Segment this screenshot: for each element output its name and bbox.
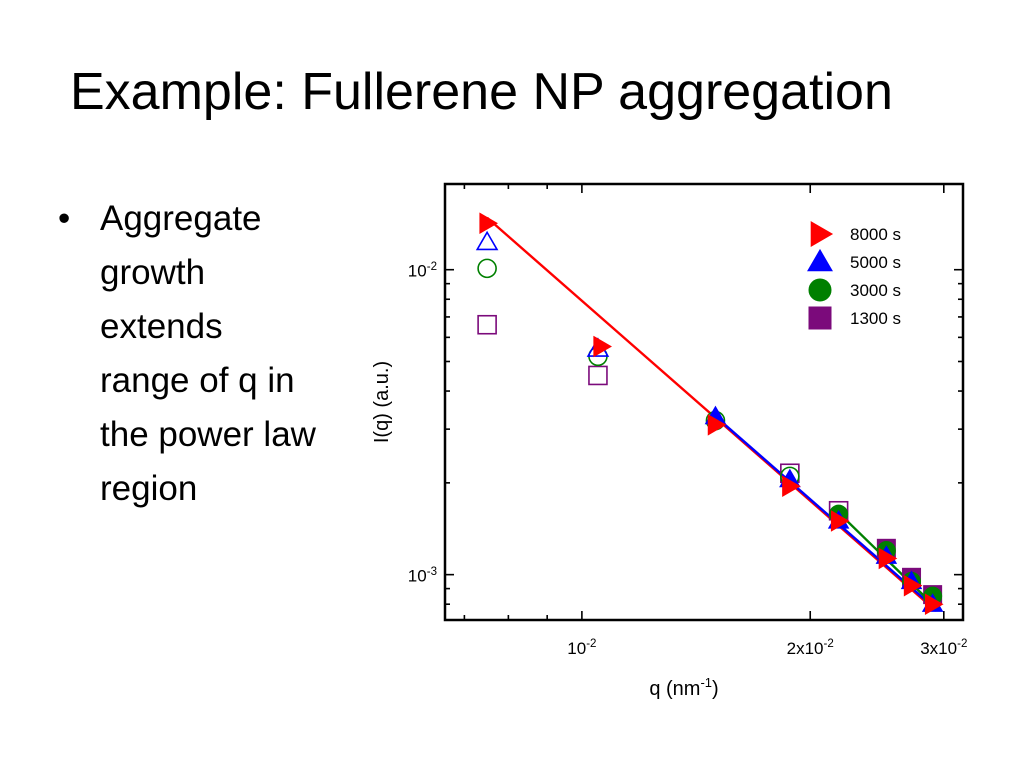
slide-title: Example: Fullerene NP aggregation <box>70 63 893 121</box>
legend-label-0: 8000 s <box>850 225 901 244</box>
x-tick-label-sup: -2 <box>957 638 967 650</box>
data-points <box>475 212 944 615</box>
data-point-0-5 <box>878 547 898 570</box>
x-tick-label-sup: -2 <box>586 638 596 650</box>
x-axis-label-sup: -1 <box>700 675 712 690</box>
data-point-0-2 <box>707 414 727 436</box>
plot-frame <box>443 182 965 622</box>
legend-marker-3 <box>808 306 832 330</box>
x-axis-label-end: ) <box>712 678 719 700</box>
x-axis-label: q (nm-1) <box>649 675 718 700</box>
fit-line-1 <box>710 411 937 611</box>
data-point-3-0 <box>477 314 497 335</box>
legend-label-2: 3000 s <box>850 281 901 300</box>
y-tick-label-sup: -3 <box>427 566 437 578</box>
x-tick-label: 10-2 <box>567 638 596 658</box>
legend-label-1: 5000 s <box>850 253 901 272</box>
data-point-0-3 <box>782 475 801 497</box>
bullet-list: • Aggregate growth extends range of q in… <box>58 192 318 516</box>
x-tick-label-base: 3x10 <box>920 639 957 658</box>
axis-labels: 10-210-310-2 2x10-2 3x10-2q (nm-1)I(q) (a.… <box>371 261 967 700</box>
x-axis-label-main: q (nm <box>649 678 700 700</box>
y-tick-label-base: 10 <box>408 567 427 586</box>
bullet-dot-icon: • <box>58 199 71 238</box>
data-point-1-0 <box>475 230 499 251</box>
bullet-text: Aggregate growth extends range of q in t… <box>100 199 316 508</box>
bullet-item: • Aggregate growth extends range of q in… <box>58 192 318 516</box>
x-tick-label-sup: -2 <box>824 638 834 650</box>
x-tick-label-base: 2x10 <box>787 639 824 658</box>
data-point-0-4 <box>830 510 850 532</box>
axis-ticks <box>445 184 963 620</box>
y-tick-label-base: 10 <box>408 262 427 281</box>
y-tick-label: 10-3 <box>408 566 437 586</box>
x-tick-label-base: 10 <box>567 639 586 658</box>
x-tick-label: 2x10-2 <box>787 638 834 658</box>
y-tick-label-sup: -2 <box>427 261 437 273</box>
data-point-2-0 <box>477 258 497 279</box>
legend-marker-0 <box>810 221 834 247</box>
data-point-0-7 <box>924 593 944 615</box>
legend-label-3: 1300 s <box>850 309 901 328</box>
data-point-0-0 <box>479 212 499 235</box>
legend-marker-2 <box>808 278 832 302</box>
data-point-0-6 <box>903 574 923 597</box>
data-point-3-1 <box>588 365 608 386</box>
legend: 8000 s 5000 s 3000 s 1300 s <box>807 221 901 330</box>
data-point-0-1 <box>593 335 612 358</box>
y-axis-label: I(q) (a.u.) <box>371 361 393 443</box>
x-tick-label: 3x10-2 <box>920 638 967 658</box>
legend-marker-1 <box>807 248 833 272</box>
y-tick-label: 10-2 <box>408 261 437 281</box>
